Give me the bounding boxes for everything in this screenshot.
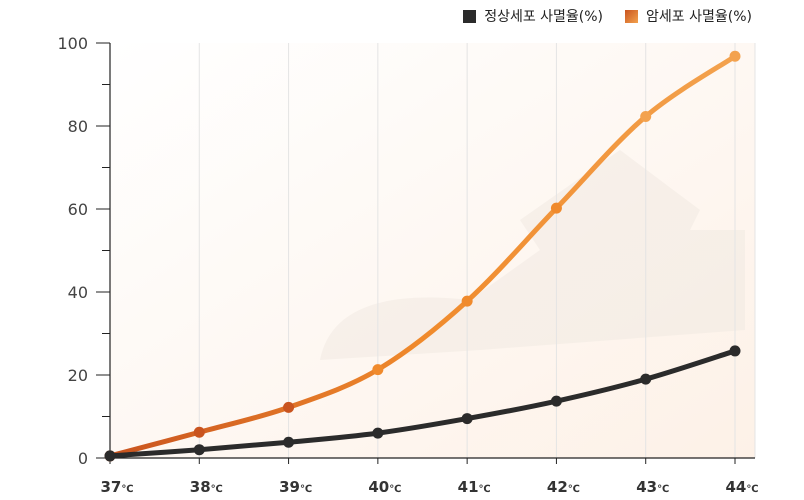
x-tick-label: 43℃ <box>636 478 669 496</box>
legend-label-normal: 정상세포 사멸율(%) <box>484 9 604 25</box>
point-normal <box>372 427 384 439</box>
y-tick-label: 80 <box>68 117 88 136</box>
point-normal <box>283 436 295 448</box>
point-cancer <box>372 364 384 376</box>
legend-swatch-cancer <box>625 9 639 23</box>
point-cancer <box>461 295 473 307</box>
y-tick-label: 0 <box>78 449 88 468</box>
x-tick-label: 37℃ <box>101 478 134 496</box>
point-normal <box>640 373 652 385</box>
x-tick-label: 44℃ <box>726 478 759 496</box>
legend-item-cancer: 암세포 사멸율(%) <box>625 6 752 26</box>
point-normal <box>550 395 562 407</box>
x-tick-label: 40℃ <box>368 478 401 496</box>
y-tick-label: 100 <box>57 34 88 53</box>
legend-swatch-normal <box>463 9 477 23</box>
point-normal <box>729 345 741 357</box>
y-tick-label: 60 <box>68 200 88 219</box>
point-normal <box>104 450 116 462</box>
legend: 정상세포 사멸율(%) 암세포 사멸율(%) <box>463 6 752 26</box>
point-cancer <box>729 50 741 62</box>
y-tick-label: 40 <box>68 283 88 302</box>
point-cancer <box>193 426 205 438</box>
legend-label-cancer: 암세포 사멸율(%) <box>646 9 752 25</box>
series-line-cancer <box>107 53 738 459</box>
x-tick-label: 42℃ <box>547 478 580 496</box>
legend-item-normal: 정상세포 사멸율(%) <box>463 6 603 26</box>
series-line-normal <box>107 348 738 459</box>
point-normal <box>193 444 205 456</box>
x-tick-label: 38℃ <box>190 478 223 496</box>
point-cancer <box>550 202 562 214</box>
x-tick-label: 39℃ <box>279 478 312 496</box>
point-cancer <box>640 110 652 122</box>
point-cancer <box>283 401 295 413</box>
y-tick-label: 20 <box>68 366 88 385</box>
background-watermark-arrow <box>320 150 745 360</box>
x-tick-label: 41℃ <box>458 478 491 496</box>
point-normal <box>461 413 473 425</box>
